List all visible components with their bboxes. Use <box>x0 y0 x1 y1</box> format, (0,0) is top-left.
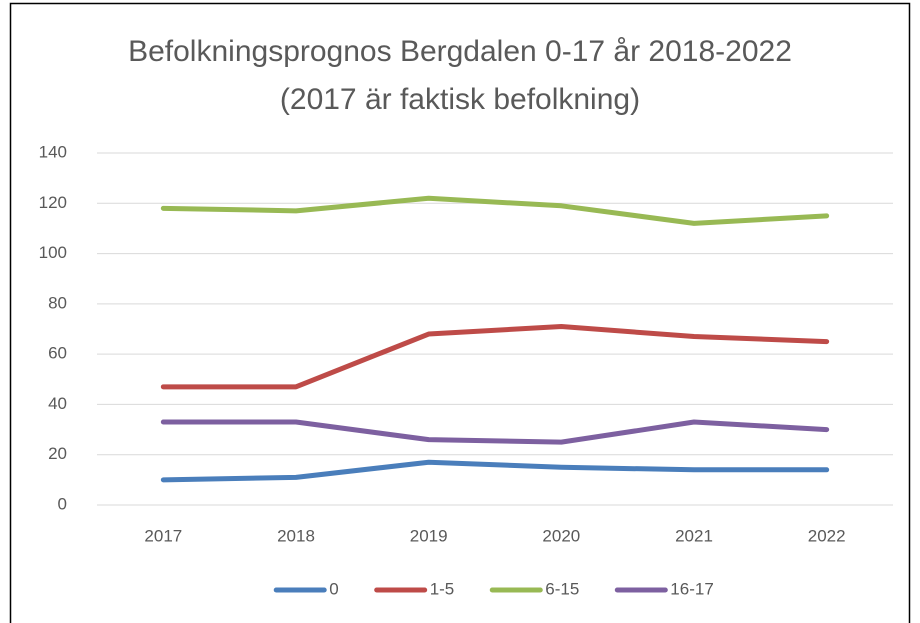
y-tick-label: 60 <box>48 344 67 363</box>
legend-label: 0 <box>329 579 338 598</box>
legend-label: 6-15 <box>545 579 579 598</box>
series-line <box>160 195 830 226</box>
y-tick-label: 140 <box>39 142 67 161</box>
x-tick-label: 2022 <box>808 526 846 545</box>
y-tick-label: 80 <box>48 293 67 312</box>
x-tick-label: 2017 <box>144 526 182 545</box>
series-line <box>160 323 830 390</box>
y-tick-label: 100 <box>39 243 67 262</box>
y-tick-label: 120 <box>39 193 67 212</box>
series-line <box>160 419 830 445</box>
legend-label: 1-5 <box>430 579 455 598</box>
x-tick-label: 2019 <box>410 526 448 545</box>
x-tick-label: 2021 <box>675 526 713 545</box>
y-tick-label: 0 <box>58 494 67 513</box>
y-tick-label: 20 <box>48 444 67 463</box>
x-tick-label: 2018 <box>277 526 315 545</box>
x-tick-label: 2020 <box>542 526 580 545</box>
y-tick-label: 40 <box>48 394 67 413</box>
series-line <box>160 459 830 483</box>
chart-border <box>9 2 911 623</box>
legend-label: 16-17 <box>670 579 713 598</box>
chart-title: Befolkningsprognos Bergdalen 0-17 år 201… <box>128 35 792 116</box>
